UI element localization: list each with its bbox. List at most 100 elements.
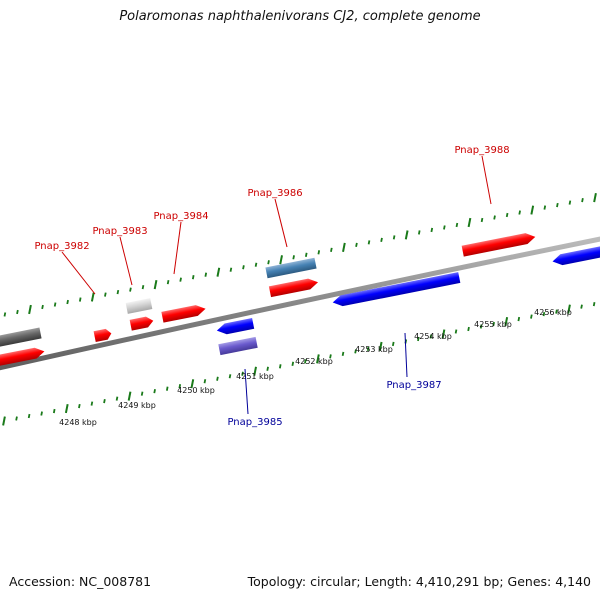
gene-label-pnap-3982[interactable]: Pnap_3982 bbox=[34, 241, 89, 252]
tick-mark-top bbox=[568, 200, 572, 205]
tick-mark-top bbox=[129, 287, 132, 292]
gene-red-3986[interactable] bbox=[268, 277, 319, 298]
tick-mark-top bbox=[556, 202, 559, 208]
tick-mark-bottom bbox=[580, 304, 583, 309]
tick-mark-bottom bbox=[517, 316, 521, 322]
tick-track-bottom bbox=[2, 302, 596, 426]
tick-mark-bottom bbox=[153, 389, 156, 394]
gene-label-pnap-3986[interactable]: Pnap_3986 bbox=[247, 188, 302, 199]
tick-mark-bottom bbox=[103, 398, 106, 404]
tick-mark-top bbox=[216, 267, 221, 277]
tick-mark-top bbox=[392, 235, 396, 240]
tick-mark-top bbox=[417, 230, 421, 235]
tick-mark-top bbox=[153, 280, 158, 290]
tick-mark-bottom bbox=[203, 379, 207, 384]
tick-track-top bbox=[3, 193, 597, 317]
gene-blue-3987[interactable] bbox=[332, 272, 461, 308]
tick-mark-bottom bbox=[253, 366, 257, 376]
tick-mark-top bbox=[518, 210, 521, 215]
genome-backbone bbox=[0, 236, 600, 371]
scale-label: 4249 kbp bbox=[118, 401, 156, 410]
tick-mark-top bbox=[304, 252, 308, 257]
tick-mark-top bbox=[367, 240, 371, 245]
tick-mark-bottom bbox=[40, 411, 43, 416]
tick-mark-top bbox=[342, 242, 346, 252]
tick-mark-top bbox=[543, 205, 547, 210]
gene-blue-right[interactable] bbox=[551, 245, 600, 267]
tick-mark-bottom bbox=[454, 329, 458, 334]
leader-line-pnap-3983 bbox=[119, 236, 133, 286]
map-title: Polaromonas naphthalenivorans CJ2, compl… bbox=[119, 9, 481, 24]
tick-mark-bottom bbox=[190, 379, 195, 389]
tick-mark-top bbox=[104, 292, 107, 297]
tick-mark-bottom bbox=[429, 334, 433, 339]
leader-line-pnap-3986 bbox=[274, 198, 288, 248]
gene-dark-gray[interactable] bbox=[0, 327, 42, 349]
gene-label-pnap-3985[interactable]: Pnap_3985 bbox=[227, 417, 282, 428]
tick-mark-top bbox=[28, 304, 32, 315]
gene-red-3988[interactable] bbox=[461, 231, 537, 257]
leader-line-pnap-3984 bbox=[173, 221, 182, 275]
scale-label: 4248 kbp bbox=[59, 418, 97, 427]
tick-mark-bottom bbox=[366, 346, 370, 352]
tick-mark-top bbox=[317, 250, 321, 255]
gene-red-3984[interactable] bbox=[161, 303, 206, 323]
gene-light-gray-3983[interactable] bbox=[125, 298, 153, 314]
scale-label: 4253 kbp bbox=[355, 345, 393, 354]
tick-mark-bottom bbox=[467, 326, 470, 332]
tick-mark-bottom bbox=[378, 341, 383, 352]
tick-mark-top bbox=[505, 212, 509, 218]
gene-slate-3985[interactable] bbox=[218, 336, 258, 356]
gene-label-pnap-3987[interactable]: Pnap_3987 bbox=[386, 380, 441, 391]
gene-label-pnap-3988[interactable]: Pnap_3988 bbox=[454, 145, 509, 156]
tick-mark-top bbox=[279, 255, 283, 265]
tick-mark-bottom bbox=[341, 351, 345, 357]
tick-mark-bottom bbox=[278, 364, 282, 369]
gene-label-pnap-3983[interactable]: Pnap_3983 bbox=[92, 226, 147, 237]
scale-label: 4250 kbp bbox=[177, 386, 215, 395]
tick-mark-bottom bbox=[127, 391, 132, 401]
gene-red-left[interactable] bbox=[0, 346, 46, 369]
tick-mark-bottom bbox=[27, 413, 31, 419]
gene-red-3982[interactable] bbox=[93, 328, 113, 343]
tick-mark-top bbox=[116, 289, 120, 295]
tick-mark-bottom bbox=[115, 396, 119, 401]
tick-mark-bottom bbox=[266, 366, 269, 371]
tick-mark-top bbox=[78, 297, 82, 302]
scale-label: 4256 kbp bbox=[534, 308, 572, 317]
tick-mark-top bbox=[53, 302, 57, 307]
tick-mark-top bbox=[430, 227, 434, 233]
gene-red-3983[interactable] bbox=[129, 315, 155, 331]
tick-mark-bottom bbox=[78, 403, 81, 409]
tick-mark-top bbox=[493, 215, 496, 220]
tick-mark-bottom bbox=[391, 341, 395, 347]
tick-mark-bottom bbox=[530, 314, 533, 319]
gene-blue-3985[interactable] bbox=[216, 318, 255, 336]
gene-steel-3986[interactable] bbox=[265, 257, 317, 279]
tick-mark-bottom bbox=[178, 384, 182, 389]
tick-mark-bottom bbox=[15, 416, 18, 421]
tick-mark-top bbox=[480, 217, 484, 223]
tick-mark-top bbox=[204, 272, 208, 277]
tick-mark-top bbox=[191, 275, 195, 280]
tick-mark-bottom bbox=[316, 354, 320, 364]
tick-mark-top bbox=[404, 230, 409, 240]
tick-mark-top bbox=[443, 225, 446, 230]
tick-mark-bottom bbox=[241, 371, 244, 376]
tick-mark-bottom bbox=[592, 302, 596, 307]
leader-line-pnap-3985 bbox=[244, 368, 249, 415]
tick-mark-bottom bbox=[52, 408, 56, 414]
scale-label: 4255 kbp bbox=[474, 320, 512, 329]
tick-mark-bottom bbox=[555, 309, 558, 314]
tick-mark-top bbox=[16, 309, 19, 315]
scale-label: 4251 kbp bbox=[236, 372, 274, 381]
tick-mark-bottom bbox=[441, 329, 446, 339]
tick-mark-bottom bbox=[492, 321, 495, 327]
tick-mark-top bbox=[330, 247, 333, 252]
leader-line-pnap-3987 bbox=[404, 332, 408, 378]
tick-mark-top bbox=[179, 277, 182, 282]
tick-mark-top bbox=[581, 197, 584, 203]
genome-stats-text: Topology: circular; Length: 4,410,291 bp… bbox=[247, 574, 591, 589]
gene-label-pnap-3984[interactable]: Pnap_3984 bbox=[153, 211, 208, 222]
